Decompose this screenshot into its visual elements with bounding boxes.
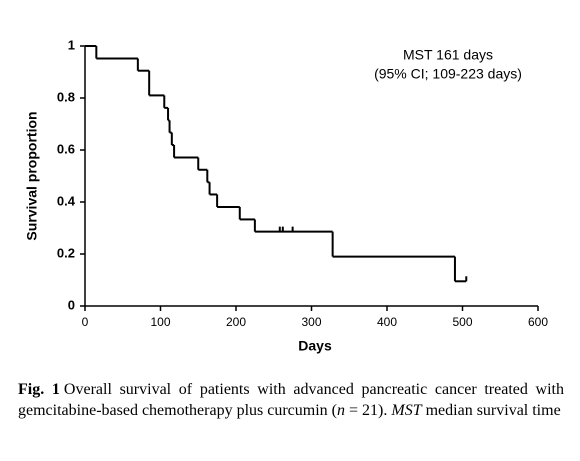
- x-tick-label: 0: [82, 315, 89, 329]
- x-tick-label: 400: [377, 315, 397, 329]
- y-tick-label: 0.4: [57, 193, 76, 208]
- y-tick-label: 0: [68, 297, 75, 312]
- x-tick-label: 300: [301, 315, 321, 329]
- annotation: (95% CI; 109-223 days): [374, 66, 522, 82]
- x-axis-label: Days: [298, 338, 332, 354]
- x-tick-label: 200: [226, 315, 246, 329]
- caption-text: = 21).: [345, 402, 392, 419]
- caption-text: Overall survival of patients with advanc…: [18, 381, 564, 419]
- caption-label: Fig. 1: [18, 381, 60, 398]
- x-tick-label: 500: [452, 315, 472, 329]
- caption-text: median survival time: [421, 402, 561, 419]
- x-tick-label: 600: [528, 315, 548, 329]
- caption-text: n: [337, 402, 345, 419]
- caption: Fig. 1 Overall survival of patients with …: [18, 379, 564, 421]
- caption-text: MST: [391, 402, 422, 419]
- annotation: MST 161 days: [403, 47, 493, 63]
- chart: MST 161 days (95% CI; 109-223 days) Days…: [24, 37, 549, 354]
- y-tick-label: 0.2: [57, 245, 75, 260]
- y-tick-label: 0.6: [57, 141, 75, 156]
- x-tick-label: 100: [150, 315, 170, 329]
- y-axis-label: Survival proportion: [24, 111, 40, 240]
- y-tick-label: 0.8: [57, 89, 75, 104]
- y-tick-label: 1: [68, 37, 75, 52]
